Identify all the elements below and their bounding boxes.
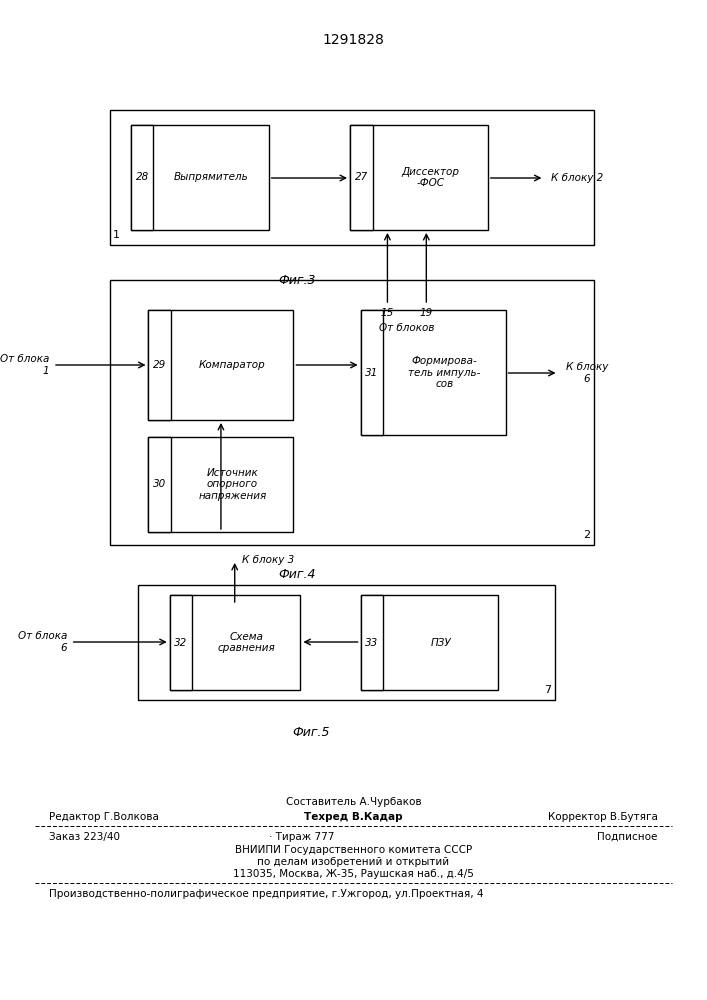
Text: Составитель А.Чурбаков: Составитель А.Чурбаков [286, 797, 421, 807]
Text: ПЗУ: ПЗУ [431, 638, 451, 648]
Text: Редактор Г.Волкова: Редактор Г.Волкова [49, 812, 159, 822]
Text: 1291828: 1291828 [322, 33, 385, 47]
Text: 28: 28 [136, 172, 148, 182]
Bar [110, 110, 594, 245]
Bar [361, 310, 383, 435]
Text: по делам изобретений и открытий: по делам изобретений и открытий [257, 857, 450, 867]
Bar [350, 125, 488, 230]
Text: Диссектор
-ФОС: Диссектор -ФОС [401, 167, 460, 188]
Text: 33: 33 [366, 638, 378, 648]
Text: Формирова-
тель импуль-
сов: Формирова- тель импуль- сов [408, 356, 481, 389]
Text: · Тираж 777: · Тираж 777 [269, 832, 334, 842]
Text: Корректор В.Бутяга: Корректор В.Бутяга [548, 812, 658, 822]
Bar [350, 125, 373, 230]
Text: К блоку 2: К блоку 2 [551, 173, 604, 183]
Bar [110, 280, 594, 545]
Bar [148, 310, 171, 420]
Text: От блоков: От блоков [379, 323, 435, 333]
Bar [148, 310, 293, 420]
Text: От блока
6: От блока 6 [18, 631, 67, 653]
Bar [148, 437, 293, 532]
Text: 19: 19 [420, 308, 433, 318]
Bar [361, 310, 506, 435]
Bar [361, 595, 498, 690]
Text: Фиг.5: Фиг.5 [292, 726, 330, 740]
Text: 27: 27 [355, 172, 368, 182]
Bar [131, 125, 153, 230]
Text: К блоку
6: К блоку 6 [566, 362, 608, 384]
Text: 32: 32 [175, 638, 187, 648]
Bar [148, 437, 171, 532]
Text: 7: 7 [544, 685, 551, 695]
Text: 2: 2 [583, 530, 590, 540]
Text: 29: 29 [153, 360, 166, 370]
Text: Подписное: Подписное [597, 832, 658, 842]
Text: Производственно-полиграфическое предприятие, г.Ужгород, ул.Проектная, 4: Производственно-полиграфическое предприя… [49, 889, 484, 899]
Text: 31: 31 [366, 367, 378, 377]
Bar [361, 595, 383, 690]
Text: ВНИИПИ Государственного комитета СССР: ВНИИПИ Государственного комитета СССР [235, 845, 472, 855]
Bar [138, 585, 555, 700]
Bar [131, 125, 269, 230]
Text: Фиг.3: Фиг.3 [278, 273, 316, 286]
Bar [170, 595, 300, 690]
Text: Техред В.Кадар: Техред В.Кадар [304, 812, 403, 822]
Text: 113035, Москва, Ж-35, Раушская наб., д.4/5: 113035, Москва, Ж-35, Раушская наб., д.4… [233, 869, 474, 879]
Text: Выпрямитель: Выпрямитель [174, 172, 248, 182]
Text: Фиг.4: Фиг.4 [278, 568, 316, 582]
Text: К блоку 3: К блоку 3 [242, 555, 294, 565]
Text: От блока
1: От блока 1 [0, 354, 49, 376]
Bar [170, 595, 192, 690]
Text: Компаратор: Компаратор [199, 360, 266, 370]
Text: Источник
опорного
напряжения: Источник опорного напряжения [198, 468, 267, 501]
Text: Схема
сравнения: Схема сравнения [218, 632, 275, 653]
Text: 15: 15 [381, 308, 394, 318]
Text: 1: 1 [113, 230, 120, 240]
Text: 30: 30 [153, 479, 166, 489]
Text: Заказ 223/40: Заказ 223/40 [49, 832, 120, 842]
